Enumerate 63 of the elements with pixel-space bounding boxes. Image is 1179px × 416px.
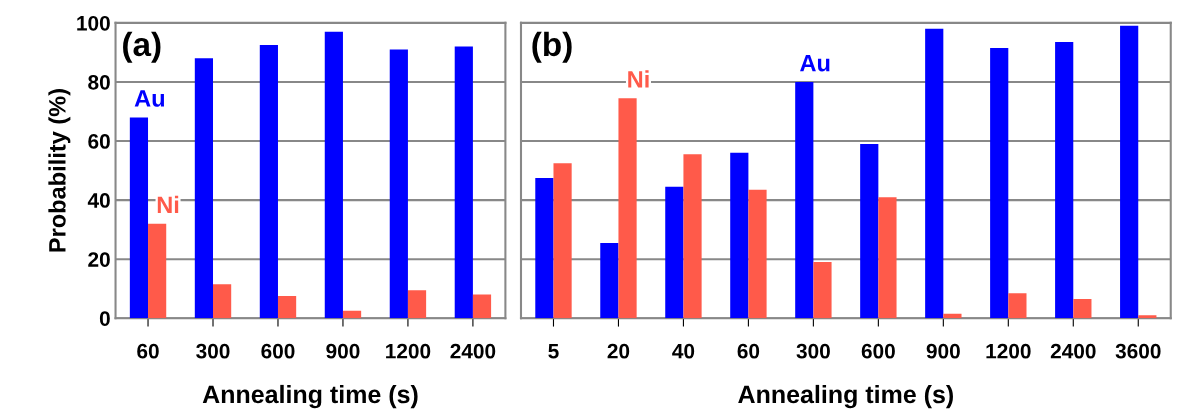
- x-tick-label: 900: [926, 343, 960, 359]
- y-tick-label: 20: [88, 252, 110, 267]
- bar: [1055, 42, 1074, 319]
- bar: [259, 45, 278, 319]
- x-tick-label: 1200: [386, 343, 431, 359]
- bar: [878, 197, 897, 319]
- bar: [194, 58, 214, 319]
- y-tick-label: 80: [88, 74, 110, 90]
- x-tick-label: 60: [137, 343, 159, 359]
- bar: [389, 49, 408, 319]
- bar: [1120, 25, 1139, 319]
- x-tick-label: 300: [196, 343, 230, 359]
- bar: [277, 296, 297, 319]
- bar: [795, 81, 814, 319]
- series-label: Ni: [157, 195, 179, 213]
- annotation: (a): [123, 31, 161, 63]
- series-label: Ni: [628, 70, 649, 88]
- bar: [407, 290, 427, 319]
- bar: [748, 189, 767, 319]
- x-tick-label: 60: [737, 343, 760, 359]
- bar: [618, 98, 637, 319]
- bar: [148, 223, 167, 319]
- y-tick-label: 40: [87, 193, 110, 208]
- bar: [683, 154, 702, 319]
- y-axis-title: Probability (%): [48, 89, 71, 252]
- x-tick-label: 40: [672, 343, 695, 359]
- x-tick-label: 20: [607, 343, 630, 359]
- bar: [1138, 315, 1157, 319]
- bar: [324, 31, 343, 319]
- bar: [129, 117, 149, 319]
- y-tick-label: 100: [77, 15, 110, 31]
- y-tick-label: 0: [99, 311, 110, 326]
- bar: [943, 313, 962, 319]
- bar: [1073, 299, 1092, 319]
- bar: [860, 143, 879, 319]
- series-label: Au: [134, 90, 165, 107]
- series-label: Au: [800, 54, 830, 72]
- x-axis-title: Annealing time (s): [202, 384, 418, 409]
- bar: [213, 284, 232, 319]
- x-tick-label: 5: [548, 344, 559, 359]
- bar: [553, 163, 572, 319]
- bar: [730, 152, 749, 319]
- x-axis-title: Annealing time (s): [738, 384, 953, 409]
- bar: [813, 262, 832, 319]
- bar: [454, 46, 473, 319]
- bar: [472, 294, 492, 319]
- bar: [600, 242, 619, 319]
- x-tick-label: 3600: [1115, 343, 1161, 359]
- bar: [990, 47, 1009, 319]
- x-tick-label: 900: [326, 343, 360, 359]
- x-tick-label: 2400: [1050, 343, 1096, 359]
- bar: [665, 186, 684, 319]
- y-tick-label: 60: [88, 134, 110, 149]
- bar: [342, 310, 362, 319]
- bar: [535, 177, 554, 319]
- x-tick-label: 1200: [986, 343, 1031, 359]
- bar: [1008, 293, 1027, 319]
- bar: [925, 28, 944, 319]
- x-tick-label: 300: [796, 343, 830, 359]
- annotation: (b): [532, 31, 572, 63]
- x-tick-label: 600: [261, 343, 295, 359]
- x-tick-label: 2400: [450, 343, 496, 359]
- x-tick-label: 600: [861, 343, 895, 359]
